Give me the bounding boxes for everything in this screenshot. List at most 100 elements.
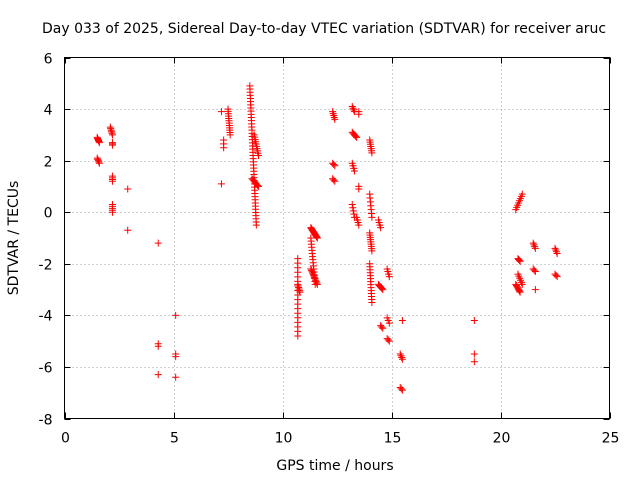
data-point <box>531 268 539 276</box>
data-point <box>331 162 339 170</box>
x-tick-label: 15 <box>384 431 402 447</box>
data-point <box>368 298 376 306</box>
data-point <box>551 244 559 252</box>
data-point <box>154 342 162 350</box>
data-point <box>255 151 263 159</box>
data-point <box>379 286 387 294</box>
data-point <box>552 246 560 254</box>
data-point <box>313 279 321 287</box>
data-point <box>329 108 337 116</box>
x-axis-title: GPS time / hours <box>276 458 393 474</box>
data-point <box>378 285 386 293</box>
data-point <box>226 131 234 139</box>
y-tick-label: 4 <box>44 103 53 119</box>
data-point <box>470 350 478 358</box>
x-tick-label: 0 <box>61 431 70 447</box>
data-point <box>95 158 103 166</box>
data-point <box>172 311 180 319</box>
data-point <box>396 350 404 358</box>
data-point <box>398 353 406 361</box>
data-points <box>93 82 561 394</box>
y-tick-label: 0 <box>44 206 53 222</box>
data-point <box>353 133 361 141</box>
data-point <box>217 108 225 116</box>
data-point <box>108 141 116 149</box>
data-point <box>313 280 321 288</box>
data-point <box>515 287 523 295</box>
y-tick-label: -8 <box>39 413 53 429</box>
data-point <box>470 358 478 366</box>
data-point <box>531 244 539 252</box>
data-point <box>470 317 478 325</box>
plot-frame <box>64 57 610 419</box>
y-axis-title: SDTVAR / TECUs <box>6 181 22 296</box>
data-point <box>331 177 339 185</box>
data-point <box>108 177 116 185</box>
data-point <box>329 110 337 118</box>
data-point <box>552 248 560 256</box>
data-point <box>172 373 180 381</box>
data-point <box>516 288 524 296</box>
data-point <box>330 161 338 169</box>
data-point <box>368 213 376 221</box>
data-point <box>330 112 338 120</box>
y-tick-label: -4 <box>39 309 53 325</box>
x-tick-labels: 0 5 10 15 20 25 <box>61 431 619 447</box>
data-point <box>255 182 263 190</box>
chart-title: Day 033 of 2025, Sidereal Day-to-day VTE… <box>42 21 606 37</box>
data-point <box>530 241 538 249</box>
data-point <box>220 144 228 152</box>
data-point <box>518 190 526 198</box>
data-point <box>352 132 360 140</box>
data-point <box>294 332 302 340</box>
data-point <box>312 232 320 240</box>
data-point <box>108 131 116 139</box>
data-point <box>330 113 338 121</box>
data-point <box>531 243 539 251</box>
data-point <box>368 247 376 255</box>
data-point <box>349 207 357 215</box>
axis-ticks <box>64 57 611 420</box>
data-point <box>552 271 560 279</box>
data-point <box>531 286 539 294</box>
data-point <box>172 353 180 361</box>
y-tick-label: -2 <box>39 258 53 274</box>
data-point <box>385 319 393 327</box>
x-tick-label: 10 <box>275 431 293 447</box>
data-point <box>313 233 321 241</box>
y-tick-label: 6 <box>44 52 53 68</box>
data-point <box>296 288 304 296</box>
data-point <box>530 266 538 274</box>
data-point <box>384 336 392 344</box>
data-point <box>252 221 260 229</box>
data-point <box>355 185 363 193</box>
data-point <box>108 208 116 216</box>
data-point <box>124 226 132 234</box>
data-point <box>385 273 393 281</box>
data-point <box>398 317 406 325</box>
y-tick-label: 2 <box>44 155 53 171</box>
y-tick-label: -6 <box>39 361 53 377</box>
data-point <box>348 200 356 208</box>
data-point <box>154 371 162 379</box>
data-point <box>348 102 356 110</box>
x-tick-label: 25 <box>602 431 620 447</box>
data-point <box>350 167 358 175</box>
data-point <box>553 273 561 281</box>
data-point <box>515 255 523 263</box>
data-point <box>398 355 406 363</box>
data-point <box>350 106 358 114</box>
data-point <box>355 221 363 229</box>
data-point <box>330 176 338 184</box>
data-point <box>254 181 262 189</box>
data-point <box>377 224 385 232</box>
x-tick-label: 5 <box>170 431 179 447</box>
y-tick-labels: -8 -6 -4 -2 0 2 4 6 <box>39 52 53 429</box>
data-point <box>349 204 357 212</box>
data-point <box>124 185 132 193</box>
data-point <box>515 256 523 264</box>
data-point <box>349 104 357 112</box>
data-point <box>331 115 339 123</box>
grid-lines <box>64 57 610 419</box>
